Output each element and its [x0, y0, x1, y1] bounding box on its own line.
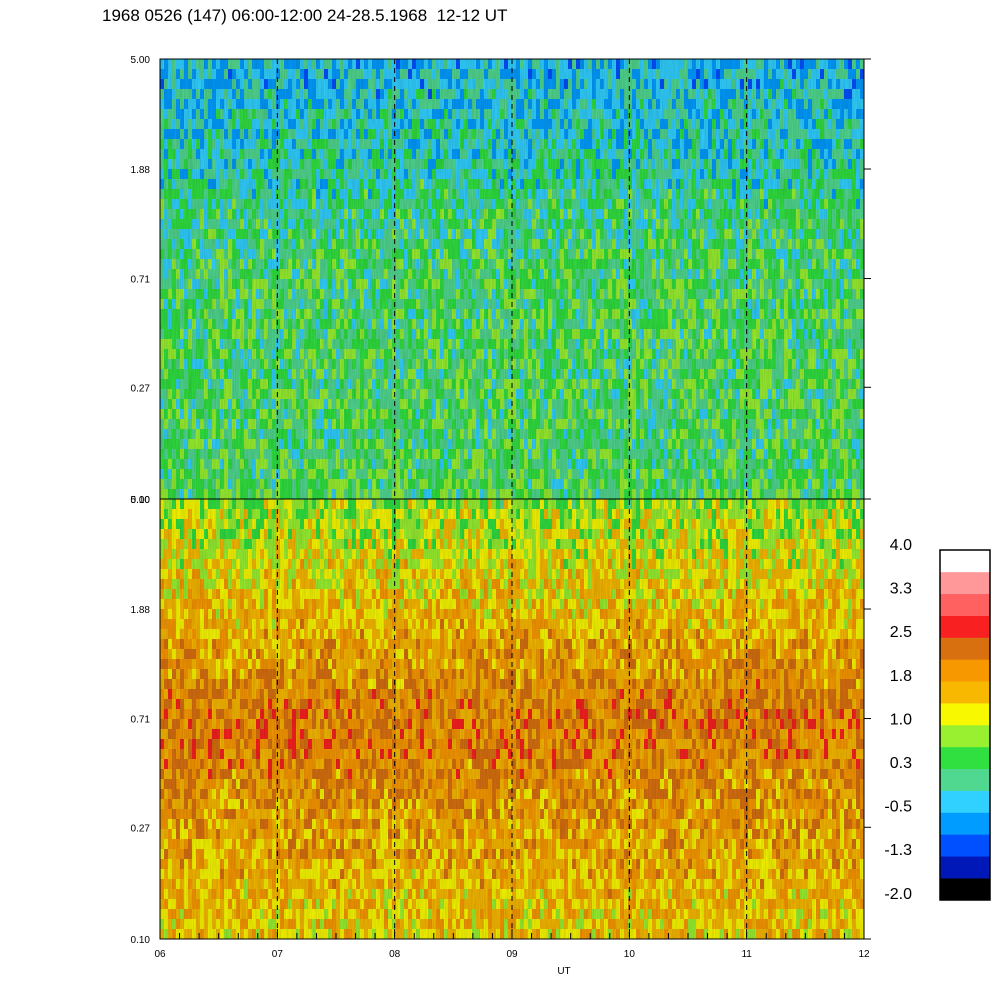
chart-title: 1968 0526 (147) 06:00-12:00 24-28.5.1968… [102, 6, 508, 25]
